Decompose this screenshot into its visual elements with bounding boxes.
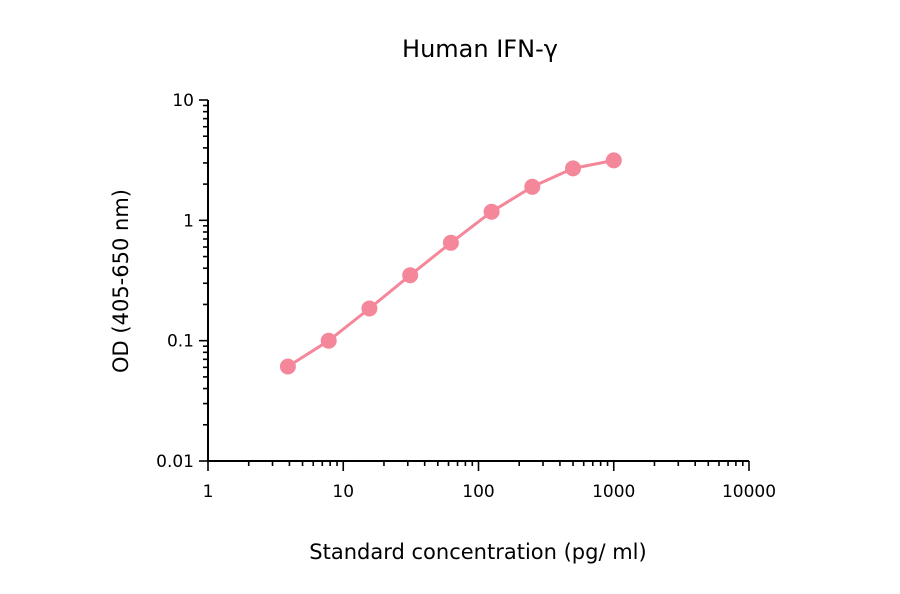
series-line — [286, 158, 616, 368]
data-point — [605, 152, 622, 169]
data-point — [279, 358, 296, 375]
x-tick-label: 1000 — [592, 482, 635, 502]
y-axis-label: OD (405-650 nm) — [109, 189, 133, 373]
x-axis-label: Standard concentration (pg/ ml) — [309, 540, 646, 564]
y-tick-label: 1 — [183, 211, 194, 231]
y-tick-label: 0.01 — [156, 452, 194, 472]
x-tick-label: 100 — [462, 482, 494, 502]
data-point — [361, 300, 378, 317]
x-tick-label: 1 — [203, 482, 214, 502]
data-point — [320, 332, 337, 349]
ticks: 0.01 0.1 1 10 1 10 100 1000 10000 — [156, 91, 776, 502]
data-marks — [279, 152, 622, 375]
data-point — [524, 178, 541, 195]
x-tick-label: 10000 — [722, 482, 776, 502]
data-point — [402, 267, 419, 284]
data-point — [483, 203, 500, 220]
y-tick-label: 10 — [172, 91, 194, 111]
x-tick-label: 10 — [332, 482, 354, 502]
data-point — [442, 234, 459, 251]
y-tick-label: 0.1 — [167, 332, 194, 352]
data-point — [565, 160, 581, 177]
chart-title: Human IFN-γ — [402, 35, 558, 63]
axes — [207, 100, 749, 462]
